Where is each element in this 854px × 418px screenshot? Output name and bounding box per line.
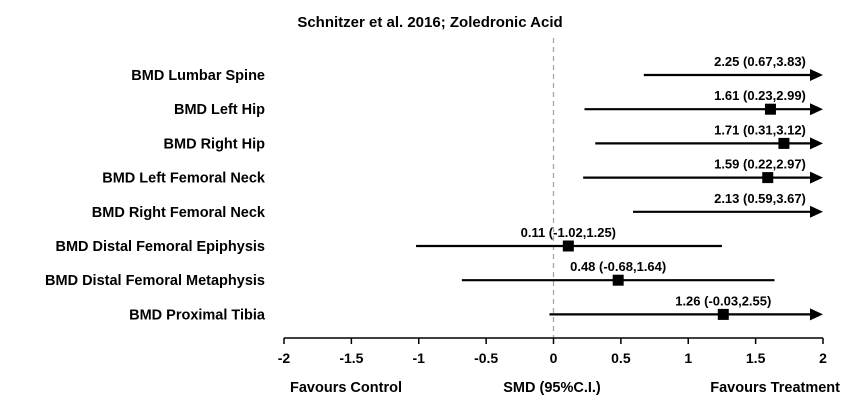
point-estimate [764, 103, 776, 115]
row-label: BMD Right Hip [164, 136, 266, 152]
data-label: 0.48 (-0.68,1.64) [570, 259, 666, 274]
x-tick-label: -1.5 [339, 350, 363, 366]
plot-area: -2 -1.5 -1 -0.5 0 0.5 1 1.5 2 BMD Lumbar Spine 2.2… [45, 38, 827, 366]
ci-arrow [810, 69, 823, 81]
row-label: BMD Left Hip [174, 102, 265, 118]
row-label: BMD Left Femoral Neck [102, 171, 266, 187]
footer-favours-control: Favours Control [290, 380, 402, 396]
row-label: BMD Distal Femoral Epiphysis [56, 239, 266, 255]
ci-arrow [810, 171, 823, 184]
data-label: 1.61 (0.23,2.99) [714, 88, 806, 103]
data-label: 2.13 (0.59,3.67) [714, 191, 806, 206]
point-estimate [562, 240, 574, 252]
x-tick-label: 1 [684, 350, 692, 366]
x-tick-label: 0.5 [611, 350, 631, 366]
x-tick-label: 0 [550, 350, 558, 366]
point-estimate [717, 308, 729, 320]
ci-arrow [810, 308, 823, 321]
data-label: 2.25 (0.67,3.83) [714, 54, 806, 69]
footer-axis-title: SMD (95%C.I.) [503, 380, 601, 396]
row-label: BMD Distal Femoral Metaphysis [45, 273, 265, 289]
point-estimate [778, 137, 790, 149]
ci-arrow [810, 205, 823, 218]
data-label: 0.11 (-1.02,1.25) [521, 225, 616, 240]
ci-arrow [810, 137, 823, 150]
data-label: 1.71 (0.31,3.12) [714, 122, 806, 137]
ci-arrow [810, 103, 823, 116]
x-tick-label: -1 [413, 350, 426, 366]
footer-favours-treatment: Favours Treatment [710, 380, 840, 396]
point-estimate [612, 274, 624, 286]
data-label: 1.59 (0.22,2.97) [714, 157, 806, 172]
x-tick-label: 2 [819, 350, 827, 366]
x-tick-label: 1.5 [746, 350, 766, 366]
row-label: BMD Right Femoral Neck [92, 205, 266, 221]
chart-title: Schnitzer et al. 2016; Zoledronic Acid [297, 14, 562, 31]
x-tick-label: -0.5 [474, 350, 498, 366]
point-estimate [762, 172, 774, 184]
row-label: BMD Proximal Tibia [129, 307, 266, 323]
row-label: BMD Lumbar Spine [131, 68, 265, 84]
x-tick-label: -2 [278, 350, 291, 366]
data-label: 1.26 (-0.03,2.55) [675, 293, 771, 308]
